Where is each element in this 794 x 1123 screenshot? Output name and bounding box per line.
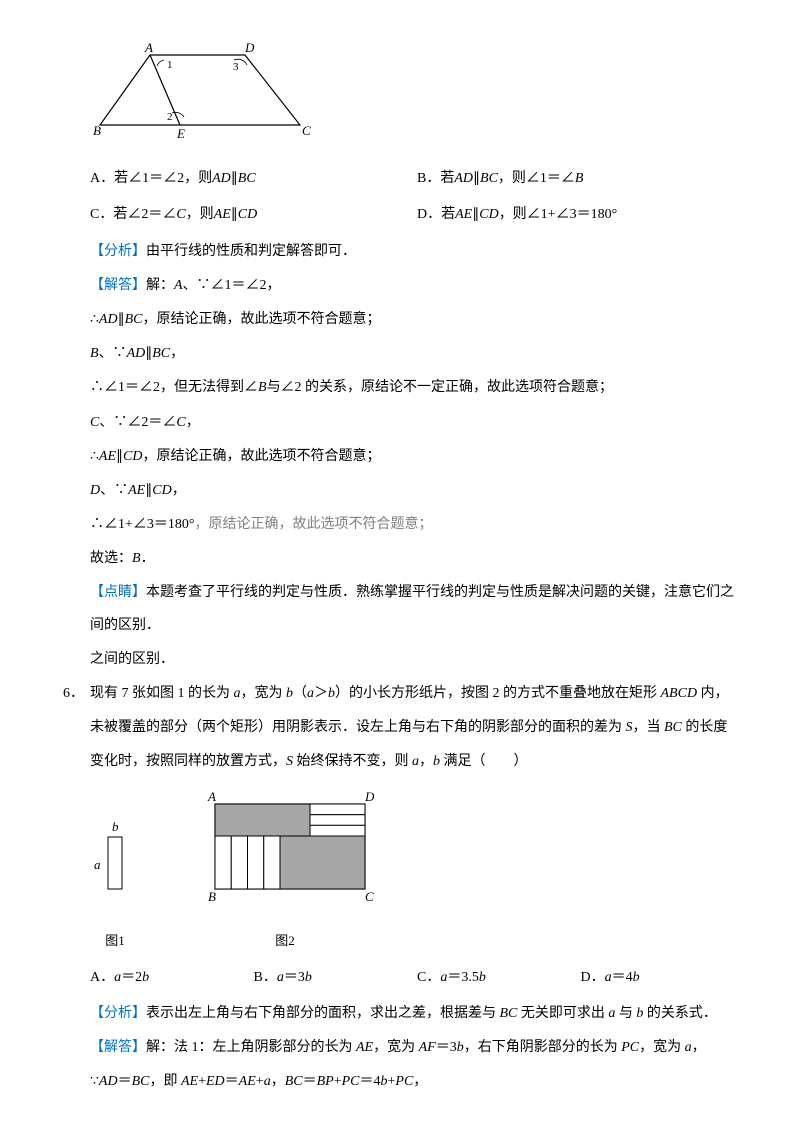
q5-line-d: D、∵AE∥CD，	[90, 475, 744, 507]
svg-text:D: D	[364, 789, 375, 804]
svg-text:A: A	[207, 789, 216, 804]
angle-3: 3	[233, 61, 239, 73]
label-B: B	[93, 123, 101, 138]
q5-dianping2: 之间的区别．	[90, 644, 744, 676]
q5-answer-a: 【解答】解：A、∵∠1＝∠2，	[90, 270, 744, 302]
q5-line-c2: ∴AE∥CD，原结论正确，故此选项不符合题意；	[90, 441, 744, 473]
q6-optA: A．a＝2b	[90, 962, 254, 994]
fig1-label: 图1	[90, 926, 140, 956]
q6-answer1: 【解答】解：法 1：左上角阴影部分的长为 AE，宽为 AF＝3b，右下角阴影部分…	[90, 1032, 744, 1064]
angle-1: 1	[167, 59, 173, 71]
svg-text:B: B	[208, 889, 216, 904]
q5-line-b: B、∵AD∥BC，	[90, 338, 744, 370]
q6-optB: B．a＝3b	[254, 962, 418, 994]
q6-optD: D．a＝4b	[581, 962, 745, 994]
label-A: A	[144, 40, 153, 55]
q5-conclude: 故选：B．	[90, 543, 744, 575]
svg-text:C: C	[365, 889, 374, 904]
label-E: E	[176, 126, 185, 140]
q5-dianping: 【点睛】本题考查了平行线的判定与性质．熟练掌握平行线的判定与性质是解决问题的关键…	[90, 577, 744, 641]
q5-optC: C．若∠2＝∠C，则AE∥CD	[90, 199, 417, 231]
q5-line-c: C、∵∠2＝∠C，	[90, 407, 744, 439]
q5-optB: B．若AD∥BC，则∠1＝∠B	[417, 163, 744, 195]
q6-line1: 现有 7 张如图 1 的长为 a，宽为 b（a＞b）的小长方形纸片，按图 2 的…	[90, 678, 744, 710]
q5-line-b2: ∴∠1＝∠2，但无法得到∠B与∠2 的关系，原结论不一定正确，故此选项符合题意；	[90, 372, 744, 404]
label-D: D	[244, 40, 255, 55]
q5-options-row1: A．若∠1＝∠2，则AD∥BC B．若AD∥BC，则∠1＝∠B	[90, 163, 744, 195]
q6-fig1: b a 图1	[90, 809, 140, 956]
q6-fig2: A D B C 图2	[190, 789, 380, 956]
q5-options-row2: C．若∠2＝∠C，则AE∥CD D．若AE∥CD，则∠1+∠3＝180°	[90, 199, 744, 231]
svg-text:a: a	[94, 857, 101, 872]
fig2-label: 图2	[190, 926, 380, 956]
q6-analysis: 【分析】表示出左上角与右下角部分的面积，求出之差，根据差与 BC 无关即可求出 …	[90, 998, 744, 1030]
q6-line2: 未被覆盖的部分（两个矩形）用阴影表示．设左上角与右下角的阴影部分的面积的差为 S…	[90, 712, 744, 744]
q6-line3: 变化时，按照同样的放置方式，S 始终保持不变，则 a，b 满足（ ）	[90, 746, 744, 778]
angle-2: 2	[167, 111, 173, 123]
q5-diagram: A D B C E 1 2 3	[90, 40, 744, 153]
q6-options: A．a＝2b B．a＝3b C．a＝3.5b D．a＝4b	[90, 962, 744, 994]
q6-answer2: ∵AD＝BC，即 AE+ED＝AE+a，BC＝BP+PC＝4b+PC，	[90, 1066, 744, 1098]
q6-number: 6．	[50, 678, 90, 781]
q6-optC: C．a＝3.5b	[417, 962, 581, 994]
svg-text:b: b	[112, 819, 119, 834]
q5-line-d2: ∴∠1+∠3＝180°，原结论正确，故此选项不符合题意；	[90, 509, 744, 541]
q5-analysis: 【分析】由平行线的性质和判定解答即可．	[90, 236, 744, 268]
q6-diagrams: b a 图1 A D B C 图2	[90, 789, 744, 956]
label-C: C	[302, 123, 311, 138]
q6-block: 6． 现有 7 张如图 1 的长为 a，宽为 b（a＞b）的小长方形纸片，按图 …	[50, 678, 744, 781]
q5-optD: D．若AE∥CD，则∠1+∠3＝180°	[417, 199, 744, 231]
q5-line-a2: ∴AD∥BC，原结论正确，故此选项不符合题意；	[90, 304, 744, 336]
q5-optA: A．若∠1＝∠2，则AD∥BC	[90, 163, 417, 195]
